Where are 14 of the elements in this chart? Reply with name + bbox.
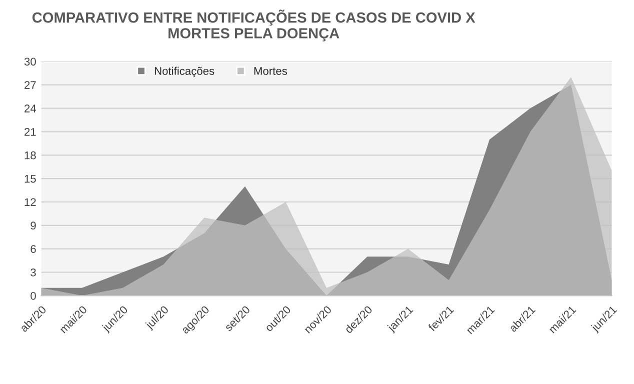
y-tick-label: 15 (24, 174, 36, 183)
y-tick-label: 3 (30, 268, 36, 276)
y-tick-label: 0 (30, 292, 36, 300)
y-tick-label: 6 (30, 245, 36, 253)
y-tick-label: 21 (24, 128, 36, 136)
y-tick-label: 30 (24, 58, 36, 66)
legend-label: Notificações (154, 66, 214, 78)
y-tick-label: 9 (30, 222, 36, 230)
y-tick-label: 12 (24, 198, 36, 206)
y-tick-label: 18 (24, 151, 36, 160)
legend-label: Mortes (254, 67, 288, 75)
chart-title: COMPARATIVO ENTRE NOTIFICAÇÕES DE CASOS DE COVID X MORTES PELA DOENÇA (32, 10, 476, 42)
y-tick-label: 27 (24, 81, 36, 89)
y-tick-label: 24 (24, 104, 36, 112)
